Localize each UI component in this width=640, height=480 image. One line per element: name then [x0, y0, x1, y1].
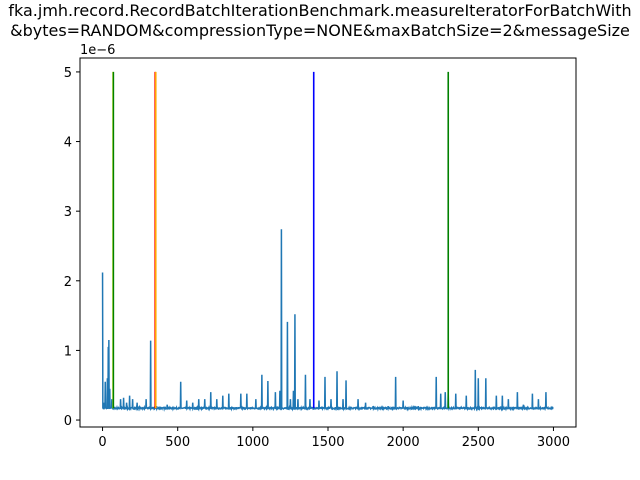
- y-tick-label: 0: [64, 414, 72, 429]
- x-tick-label: 1500: [311, 435, 344, 450]
- plot-area: [101, 71, 554, 412]
- x-tick-label: 2000: [387, 435, 420, 450]
- chart-title-line-2: &bytes=RANDOM&compressionType=NONE&maxBa…: [10, 21, 630, 40]
- y-axis: 0 1 2 3 4 5: [64, 66, 80, 429]
- x-axis: 0 500 1000 1500 2000 2500 3000: [98, 427, 570, 450]
- y-tick-label: 2: [64, 275, 72, 290]
- x-tick-label: 3000: [537, 435, 570, 450]
- y-offset-label: 1e−6: [80, 43, 115, 58]
- chart-title-line-1: fka.jmh.record.RecordBatchIterationBench…: [8, 1, 632, 20]
- y-tick-label: 5: [64, 66, 72, 81]
- series-line-0: [101, 229, 554, 412]
- y-tick-label: 4: [64, 136, 72, 151]
- y-tick-label: 1: [64, 344, 72, 359]
- x-tick-label: 2500: [462, 435, 495, 450]
- x-tick-label: 1000: [236, 435, 269, 450]
- x-tick-label: 500: [165, 435, 190, 450]
- x-tick-label: 0: [98, 435, 106, 450]
- y-tick-label: 3: [64, 205, 72, 220]
